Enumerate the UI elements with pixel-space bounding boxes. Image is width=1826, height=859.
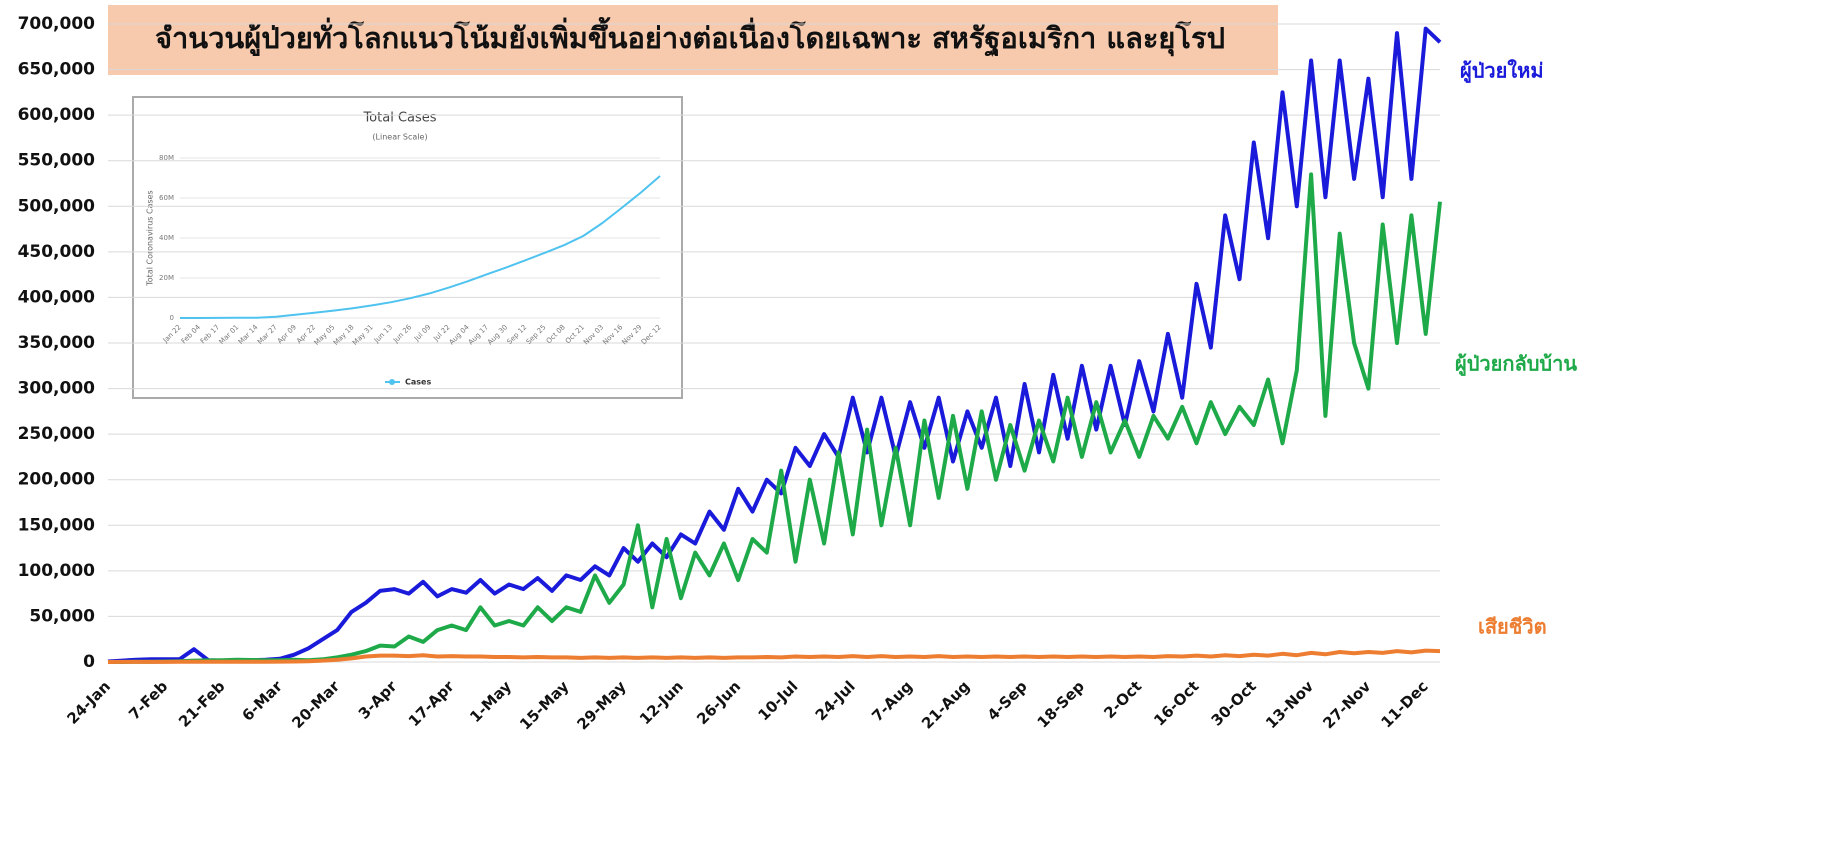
x-tick-label: 12-Jun xyxy=(636,677,687,728)
inset-box xyxy=(132,96,683,399)
inset-y-label: Total Coronavirus Cases xyxy=(146,190,155,286)
series-label: เสียชีวิต xyxy=(1478,615,1547,639)
x-tick-label: 11-Dec xyxy=(1378,677,1432,731)
title-box xyxy=(108,5,1278,75)
y-tick-label: 600,000 xyxy=(18,105,96,125)
x-tick-label: 13-Nov xyxy=(1262,677,1317,732)
legend-dot xyxy=(389,379,395,385)
x-tick-label: 3-Apr xyxy=(355,677,401,723)
series-line xyxy=(180,175,661,319)
y-tick-label: 250,000 xyxy=(18,424,96,444)
chart-title: จำนวนผู้ป่วยทั่วโลกแนวโน้มยังเพิ่มขึ้นอย… xyxy=(155,16,1225,57)
y-tick-label: 350,000 xyxy=(18,333,96,353)
y-tick-label: 300,000 xyxy=(18,379,96,399)
y-tick-label: 500,000 xyxy=(18,196,96,216)
x-tick-label: 1-May xyxy=(466,677,515,726)
series-label: ผู้ป่วยใหม่ xyxy=(1460,59,1544,85)
y-tick-label: 400,000 xyxy=(18,287,96,307)
y-tick-label: 20M xyxy=(159,274,174,282)
y-tick-label: 650,000 xyxy=(18,60,96,80)
y-tick-label: 150,000 xyxy=(18,515,96,535)
x-tick-label: 10-Jul xyxy=(754,677,801,724)
legend-label: Cases xyxy=(405,378,431,387)
x-tick-label: 2-Oct xyxy=(1100,677,1145,722)
y-tick-label: 60M xyxy=(159,194,174,202)
y-tick-label: 80M xyxy=(159,154,174,162)
x-tick-label: 7-Feb xyxy=(125,677,171,723)
y-tick-label: 450,000 xyxy=(18,242,96,262)
series-line xyxy=(107,26,1442,664)
series-line xyxy=(107,648,1441,664)
y-tick-label: 100,000 xyxy=(18,561,96,581)
y-tick-label: 0 xyxy=(170,314,174,322)
x-tick-label: 16-Oct xyxy=(1150,677,1202,729)
series-label: ผู้ป่วยกลับบ้าน xyxy=(1455,352,1577,378)
x-tick-label: 4-Sep xyxy=(984,677,1031,724)
inset-subtitle: (Linear Scale) xyxy=(372,133,427,142)
inset-title: Total Cases xyxy=(362,111,436,126)
x-tick-label: 20-Mar xyxy=(288,677,343,732)
x-tick-label: 17-Apr xyxy=(405,677,458,730)
x-tick-label: 7-Aug xyxy=(868,677,916,725)
x-tick-label: 21-Feb xyxy=(175,677,229,731)
x-tick-label: 26-Jun xyxy=(693,677,744,728)
x-tick-label: 27-Nov xyxy=(1319,677,1374,732)
x-tick-label: 29-May xyxy=(573,677,629,733)
x-tick-label: 18-Sep xyxy=(1034,677,1089,732)
x-tick-label: 24-Jul xyxy=(812,677,859,724)
y-tick-label: 40M xyxy=(159,234,174,242)
x-tick-label: 21-Aug xyxy=(918,677,973,732)
x-tick-label: 30-Oct xyxy=(1208,677,1260,729)
y-tick-label: 50,000 xyxy=(29,606,95,626)
y-tick-label: 0 xyxy=(83,652,95,672)
x-tick-label: 15-May xyxy=(516,677,572,733)
y-tick-label: 700,000 xyxy=(18,14,96,34)
y-tick-label: 200,000 xyxy=(18,470,96,490)
x-tick-label: 6-Mar xyxy=(238,677,286,725)
x-tick-label: 24-Jan xyxy=(63,677,114,728)
y-tick-label: 550,000 xyxy=(18,151,96,171)
